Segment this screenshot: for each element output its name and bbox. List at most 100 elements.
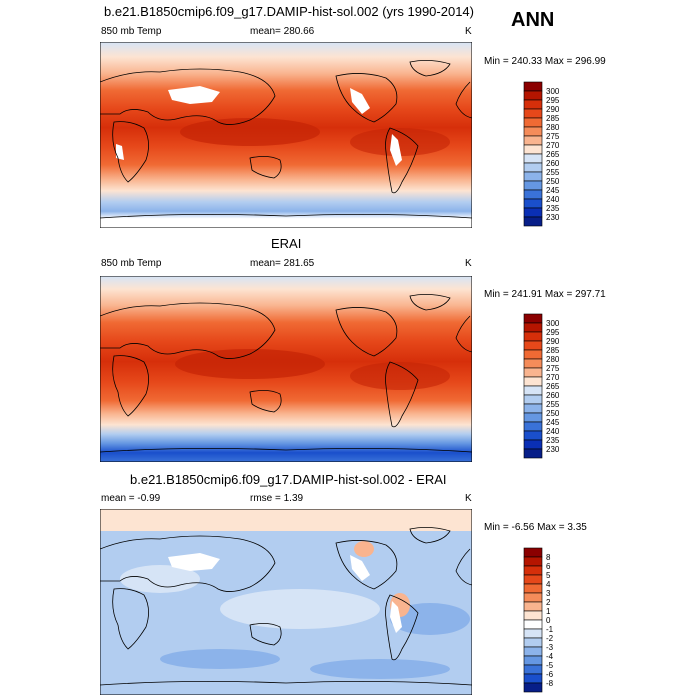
colorbar-tick-label: -3 [546, 643, 554, 652]
colorbar-tick-label: 235 [546, 204, 560, 213]
panel2-mean-label: mean= 281.65 [250, 258, 315, 269]
colorbar-box [523, 592, 543, 603]
colorbar-tick-label: 300 [546, 319, 560, 328]
colorbar-tick-label: 290 [546, 337, 560, 346]
panel1-map [100, 42, 472, 228]
colorbar-tick-label: 260 [546, 391, 560, 400]
colorbar-tick-label: -4 [546, 652, 554, 661]
colorbar-box [523, 162, 543, 173]
colorbar-box [523, 153, 543, 164]
colorbar-tick-label: -6 [546, 670, 554, 679]
colorbar-tick-label: 230 [546, 445, 560, 454]
colorbar-box [523, 646, 543, 657]
colorbar-box [523, 403, 543, 414]
colorbar-tick-label: 8 [546, 553, 551, 562]
colorbar-box [523, 628, 543, 639]
colorbar-box [523, 376, 543, 387]
colorbar-box [523, 394, 543, 405]
colorbar-box [523, 331, 543, 342]
colorbar-tick-label: 255 [546, 400, 560, 409]
panel2-title: ERAI [271, 236, 302, 251]
panel1-mask-tibet [168, 86, 220, 104]
colorbar-tick-label: 2 [546, 598, 551, 607]
colorbar-box [523, 421, 543, 432]
colorbar-box [523, 601, 543, 612]
colorbar-tick-label: 4 [546, 580, 551, 589]
panel2-units-label: K [465, 258, 472, 269]
panel3-title: b.e21.B1850cmip6.f09_g17.DAMIP-hist-sol.… [130, 472, 447, 487]
colorbar-tick-label: 0 [546, 616, 551, 625]
colorbar-box [523, 412, 543, 423]
colorbar-tick-label: 295 [546, 96, 560, 105]
colorbar-tick-label: 255 [546, 168, 560, 177]
panel3-map [100, 509, 472, 695]
colorbar-box [523, 673, 543, 684]
colorbar-tick-label: 230 [546, 213, 560, 222]
panel3-coastlines [100, 527, 472, 686]
colorbar-tick-label: -8 [546, 679, 554, 688]
colorbar-tick-label: 275 [546, 364, 560, 373]
panel1-units-label: K [465, 26, 472, 37]
colorbar-box [523, 135, 543, 146]
colorbar-tick-label: 245 [546, 418, 560, 427]
colorbar-box [523, 448, 543, 459]
panel3-rmse-label: rmse = 1.39 [250, 493, 304, 504]
colorbar-box [523, 574, 543, 585]
colorbar-box [523, 144, 543, 155]
colorbar-box [523, 313, 543, 324]
colorbar-tick-label: 260 [546, 159, 560, 168]
colorbar-box [523, 216, 543, 227]
colorbar-box [523, 189, 543, 200]
colorbar-tick-label: 265 [546, 150, 560, 159]
colorbar-box [523, 180, 543, 191]
panel1-coastlines [100, 60, 472, 219]
colorbar-box [523, 117, 543, 128]
colorbar-tick-label: 5 [546, 571, 551, 580]
panel2-variable-label: 850 mb Temp [101, 258, 162, 269]
colorbar-tick-label: 290 [546, 105, 560, 114]
colorbar-tick-label: 1 [546, 607, 551, 616]
colorbar-box [523, 655, 543, 666]
colorbar-tick-label: 295 [546, 328, 560, 337]
colorbar-box [523, 637, 543, 648]
colorbar-box [523, 619, 543, 630]
colorbar-box [523, 90, 543, 101]
colorbar-tick-label: 240 [546, 427, 560, 436]
colorbar-tick-label: 300 [546, 87, 560, 96]
colorbar-tick-label: 6 [546, 562, 551, 571]
colorbar-box [523, 367, 543, 378]
colorbar-box [523, 682, 543, 693]
colorbar-box [523, 322, 543, 333]
colorbar-tick-label: 265 [546, 382, 560, 391]
colorbar-tick-label: 250 [546, 177, 560, 186]
colorbar-box [523, 207, 543, 218]
colorbar-box [523, 340, 543, 351]
colorbar-tick-label: -5 [546, 661, 554, 670]
colorbar-tick-label: 285 [546, 346, 560, 355]
colorbar-tick-label: 3 [546, 589, 551, 598]
colorbar-tick-label: 270 [546, 141, 560, 150]
panel1-mask-rockies [350, 88, 370, 114]
colorbar-tick-label: -2 [546, 634, 554, 643]
panel1-mean-label: mean= 280.66 [250, 26, 315, 37]
colorbar-tick-label: 235 [546, 436, 560, 445]
colorbar-box [523, 171, 543, 182]
colorbar-box [523, 126, 543, 137]
colorbar-box [523, 108, 543, 119]
colorbar-box [523, 358, 543, 369]
season-label: ANN [511, 9, 555, 31]
panel2-colorbar: 3002952902852802752702652602552502452402… [523, 313, 560, 459]
colorbar-tick-label: 280 [546, 123, 560, 132]
colorbar-tick-label: -1 [546, 625, 554, 634]
colorbar-box [523, 385, 543, 396]
colorbar-box [523, 547, 543, 558]
colorbar-box [523, 430, 543, 441]
panel1-mask-africa [116, 144, 124, 160]
colorbar-box [523, 349, 543, 360]
colorbar-box [523, 198, 543, 209]
colorbar-tick-label: 280 [546, 355, 560, 364]
colorbar-tick-label: 245 [546, 186, 560, 195]
colorbar-box [523, 99, 543, 110]
panel1-colorbar: 3002952902852802752702652602552502452402… [523, 81, 560, 227]
panel3-mean-label: mean = -0.99 [101, 493, 161, 504]
